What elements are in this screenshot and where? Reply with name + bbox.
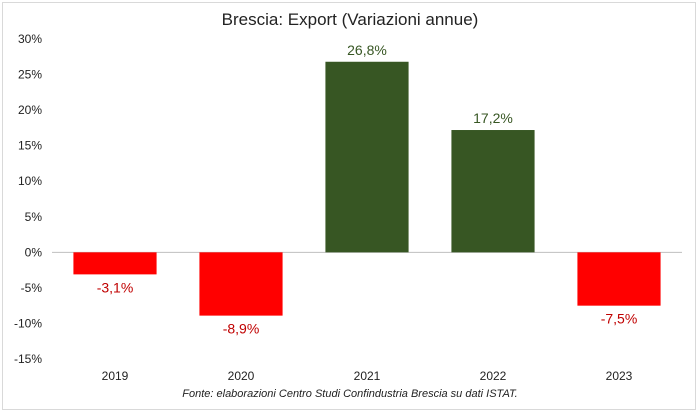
chart-title: Brescia: Export (Variazioni annue) [221, 10, 479, 29]
data-label-2021: 26,8% [347, 42, 387, 58]
y-tick-label: -5% [21, 281, 43, 295]
y-tick-label: 25% [18, 68, 42, 82]
data-label-2022: 17,2% [473, 110, 513, 126]
x-tick-label-2021: 2021 [354, 369, 381, 383]
x-tick-label-2022: 2022 [480, 369, 507, 383]
source-note: Fonte: elaborazioni Centro Studi Confind… [182, 388, 518, 400]
y-tick-label: 10% [18, 174, 42, 188]
y-tick-label: 30% [18, 32, 42, 46]
x-tick-label-2023: 2023 [606, 369, 633, 383]
data-label-2019: -3,1% [97, 279, 134, 295]
y-tick-label: 0% [25, 245, 43, 259]
y-tick-label: 20% [18, 103, 42, 117]
bar-2020 [199, 252, 283, 316]
y-tick-label: 15% [18, 139, 42, 153]
data-label-2023: -7,5% [601, 311, 638, 327]
data-label-2020: -8,9% [223, 321, 260, 337]
bar-2019 [73, 252, 157, 275]
x-tick-label-2020: 2020 [228, 369, 255, 383]
y-tick-label: -15% [14, 352, 42, 366]
bar-2021 [325, 61, 409, 253]
y-tick-label: 5% [25, 210, 43, 224]
x-tick-label-2019: 2019 [102, 369, 129, 383]
y-tick-label: -10% [14, 316, 42, 330]
bar-2022 [451, 130, 535, 253]
bar-2023 [577, 252, 661, 306]
